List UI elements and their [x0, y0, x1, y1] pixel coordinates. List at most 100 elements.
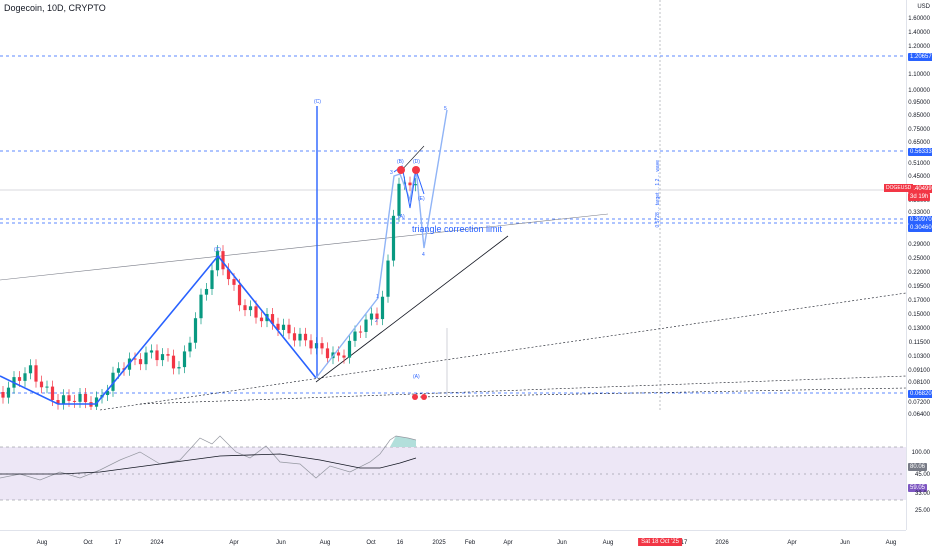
candle-body	[6, 387, 11, 398]
wave-label-a: (A)	[398, 214, 405, 220]
time-tick: Oct	[366, 540, 376, 546]
candle-body	[149, 350, 154, 353]
candle-body	[292, 333, 297, 341]
candle-body	[56, 400, 60, 404]
trendline-dotted-2	[139, 375, 906, 405]
wave-label-1: 1	[376, 294, 379, 300]
price-chart[interactable]	[0, 0, 906, 412]
crosshair-date-tag: Sat 18 Oct '25	[638, 538, 682, 546]
candle-body	[358, 331, 363, 333]
current-price-countdown: 3d 19h	[908, 193, 931, 201]
price-tick: 0.51000	[908, 161, 930, 167]
wave-path-impulse	[315, 109, 448, 379]
candle-body	[325, 348, 330, 359]
time-tick: Apr	[229, 540, 239, 546]
wave-label-5: 5	[444, 106, 447, 112]
rsi-tick: 100.00	[911, 450, 930, 456]
price-axis[interactable]: USD 1.60000 1.40000 1.20000 1.10000 1.00…	[906, 0, 932, 530]
price-tag-top-level: 1.20657	[908, 53, 932, 61]
time-tick: 2026	[715, 540, 729, 546]
candle-body	[276, 323, 280, 330]
wave-marker-1	[397, 166, 405, 174]
price-tick: 0.33000	[908, 210, 930, 216]
candle-body	[364, 319, 368, 332]
vertical-target-note: 0.5728 ... target ... 1.2 ... wave	[655, 160, 661, 228]
rsi-band	[0, 447, 906, 500]
rsi-pane[interactable]	[0, 430, 906, 528]
candle-body	[105, 390, 110, 396]
axis-currency: USD	[917, 4, 930, 10]
candle-body	[133, 358, 137, 360]
candle-body	[111, 372, 115, 391]
candle-body	[342, 355, 346, 358]
time-axis[interactable]: Aug Oct 17 2024 Apr Jun Aug Oct 16 2025 …	[0, 530, 906, 551]
candle-body	[380, 296, 385, 320]
candle-body	[336, 352, 341, 356]
time-tick: Feb	[464, 540, 476, 546]
price-tag-level-a: 0.30970	[908, 216, 932, 224]
candle-body	[237, 284, 242, 306]
trendline-dotted-1	[99, 292, 906, 411]
candle-body	[408, 182, 412, 186]
candle-body	[199, 294, 203, 319]
price-tick: 0.09100	[908, 368, 930, 374]
price-tick: 0.65000	[908, 140, 930, 146]
rsi-line	[0, 435, 417, 481]
time-tick: Jun	[276, 540, 286, 546]
candle-body	[386, 260, 390, 297]
candle-body	[215, 251, 220, 271]
candle-body	[347, 340, 352, 358]
price-tick: 1.10000	[908, 72, 930, 78]
candle-body	[34, 365, 38, 382]
price-tick: 0.75000	[908, 127, 930, 133]
wave-label-c: (C)	[214, 247, 221, 253]
time-tick: Aug	[36, 540, 48, 546]
rsi-tick: 45.00	[914, 472, 930, 478]
trendline-long-gray	[0, 213, 609, 281]
candle-body	[309, 340, 313, 349]
candle-body	[402, 182, 407, 184]
candle-body	[287, 324, 291, 334]
time-tick: 17	[114, 540, 122, 546]
candle-body	[270, 314, 275, 324]
rsi-average-line	[0, 453, 417, 475]
wave-label-a-bottom: (A)	[413, 374, 420, 380]
wave-label-e: (E)	[418, 196, 425, 202]
time-tick: Aug	[885, 540, 897, 546]
candle-body	[17, 377, 22, 381]
price-tick: 0.10300	[908, 354, 930, 360]
candle-body	[182, 351, 187, 368]
time-tick: Aug	[602, 540, 614, 546]
price-tick: 0.15000	[908, 312, 930, 318]
price-tick: 0.11500	[908, 340, 930, 346]
candle-body	[144, 352, 148, 365]
price-tick: 0.07200	[908, 400, 930, 406]
price-tick: 0.08100	[908, 380, 930, 386]
candle-body	[67, 395, 71, 401]
candle-body	[281, 324, 286, 330]
price-tick: 0.95000	[908, 100, 930, 106]
candle-body	[78, 393, 82, 402]
time-tick: 2024	[150, 540, 164, 546]
current-price-tag: 0.40499	[908, 185, 932, 193]
rsi-tag-top: 80.06	[908, 463, 928, 471]
wave-path-abc	[0, 254, 317, 405]
candle-body	[116, 368, 121, 373]
time-tick: 17	[680, 540, 688, 546]
candle-body	[72, 400, 77, 402]
time-tick: Jun	[557, 540, 567, 546]
price-tick: 0.45000	[908, 174, 930, 180]
candle-body	[39, 381, 44, 388]
trendline-dotted-3	[419, 387, 906, 398]
candle-body	[413, 184, 418, 186]
price-tick: 1.40000	[908, 30, 930, 36]
price-tag-level-b: 0.30460	[908, 224, 932, 232]
wave-label-c-top: (C)	[314, 99, 321, 105]
candle-body	[298, 333, 302, 341]
time-tick: Aug	[319, 540, 331, 546]
candle-body	[171, 355, 176, 369]
rsi-tick: 25.00	[914, 508, 930, 514]
rsi-tick: 33.00	[914, 491, 930, 497]
price-tick: 0.85000	[908, 113, 930, 119]
price-tick: 0.19500	[908, 284, 930, 290]
